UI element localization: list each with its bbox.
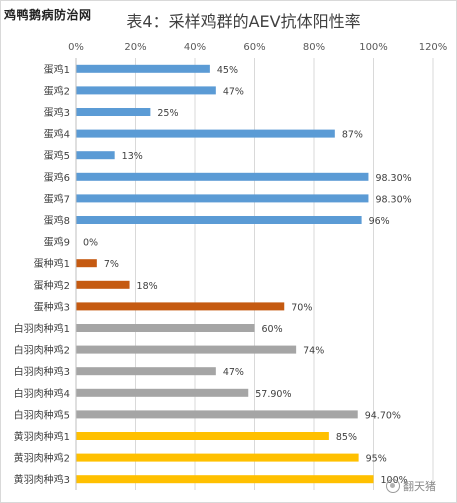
data-label: 25% — [157, 108, 178, 119]
bar — [76, 410, 358, 419]
bar — [76, 367, 216, 376]
bar — [76, 259, 97, 268]
bar — [76, 129, 335, 138]
x-tick-label: 60% — [243, 42, 265, 53]
bar — [76, 345, 297, 354]
bar — [76, 64, 210, 73]
x-tick-label: 80% — [303, 42, 325, 53]
bar — [76, 432, 329, 440]
footer-watermark-text: 翻天猪 — [403, 480, 436, 493]
data-label: 87% — [342, 130, 363, 141]
category-label: 蛋鸡8 — [44, 214, 70, 227]
data-label: 0% — [83, 238, 98, 249]
wechat-icon — [386, 479, 400, 493]
category-label: 蛋鸡7 — [44, 192, 70, 205]
data-label: 94.70% — [365, 410, 401, 421]
category-label: 白羽肉种鸡5 — [14, 408, 70, 421]
data-label: 47% — [223, 367, 244, 378]
category-label: 黄羽肉种鸡1 — [14, 430, 70, 443]
category-label: 蛋种鸡3 — [34, 300, 70, 313]
data-label: 98.30% — [375, 194, 411, 205]
category-label: 蛋鸡4 — [44, 128, 70, 141]
category-label: 蛋鸡3 — [44, 106, 70, 119]
category-label: 蛋鸡9 — [44, 236, 70, 249]
bar — [76, 453, 359, 462]
data-label: 95% — [366, 454, 387, 465]
data-label: 57.90% — [255, 389, 291, 400]
category-label: 蛋鸡1 — [44, 63, 70, 76]
x-tick-label: 100% — [359, 42, 388, 53]
bar — [76, 194, 369, 203]
category-label: 蛋鸡2 — [44, 84, 70, 97]
bar — [76, 280, 130, 289]
data-label: 60% — [262, 324, 283, 335]
category-label: 蛋种鸡1 — [34, 257, 70, 270]
category-label: 白羽肉种鸡4 — [14, 387, 70, 400]
bar — [76, 151, 115, 160]
category-label: 黄羽肉种鸡3 — [14, 473, 70, 486]
bar — [76, 475, 374, 484]
data-label: 85% — [336, 432, 357, 443]
bar — [76, 388, 249, 397]
x-tick-label: 20% — [124, 42, 146, 53]
data-label: 13% — [122, 151, 143, 162]
data-label: 47% — [223, 86, 244, 97]
bar — [76, 324, 255, 332]
x-tick-label: 40% — [184, 42, 206, 53]
bar — [76, 302, 285, 311]
category-label: 蛋鸡5 — [44, 149, 70, 162]
data-label: 96% — [369, 216, 390, 227]
category-label: 白羽肉种鸡3 — [14, 365, 70, 378]
data-label: 18% — [137, 281, 158, 292]
x-tick-label: 0% — [68, 42, 84, 53]
x-tick-label: 120% — [419, 42, 448, 53]
data-label: 7% — [104, 259, 119, 270]
bar — [76, 216, 362, 224]
bar — [76, 172, 369, 181]
data-label: 98.30% — [375, 173, 411, 184]
data-label: 45% — [217, 65, 238, 76]
category-label: 蛋种鸡2 — [34, 279, 70, 292]
category-label: 白羽肉种鸡2 — [14, 344, 70, 357]
data-label: 74% — [303, 346, 324, 357]
category-label: 蛋鸡6 — [44, 171, 70, 184]
category-label: 黄羽肉种鸡2 — [14, 452, 70, 465]
category-label: 白羽肉种鸡1 — [14, 322, 70, 335]
data-label: 70% — [291, 302, 312, 313]
bar — [76, 108, 151, 116]
footer-watermark: 翻天猪 — [386, 478, 436, 494]
watermark-text: 鸡鸭鹅病防治网 — [4, 8, 92, 22]
bar — [76, 86, 216, 95]
chart-title: 表4：采样鸡群的AEV抗体阳性率 — [126, 12, 361, 31]
